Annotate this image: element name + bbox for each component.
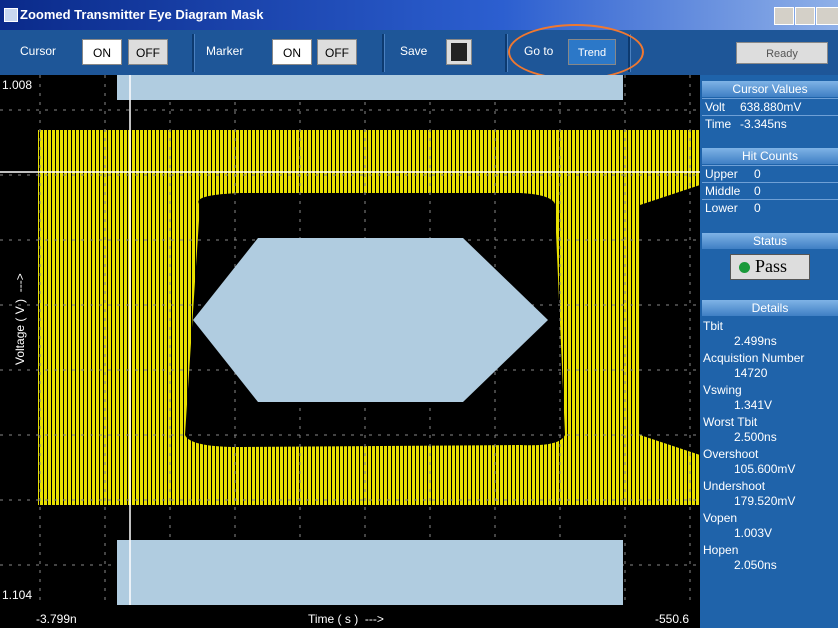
x-axis-label: Time ( s ) ---> (308, 612, 384, 626)
detail-label: Hopen (703, 543, 739, 557)
detail-value: 14720 (734, 366, 768, 380)
detail-value: 2.499ns (734, 334, 777, 348)
highlight-ellipse (508, 24, 644, 80)
status-indicator: Ready (736, 42, 828, 64)
detail-value: 1.003V (734, 526, 773, 540)
window-title: Zoomed Transmitter Eye Diagram Mask (20, 7, 264, 22)
row-value: 0 (754, 184, 761, 198)
detail-value: 1.341V (734, 398, 773, 412)
details-list: Tbit 2.499ns Acquistion Number 14720 Vswing 1… (700, 319, 838, 628)
x-left-label: -3.799n (36, 612, 77, 626)
upper-mask (117, 75, 623, 100)
count-row: Lower 0 (702, 199, 838, 216)
y-bottom-label: 1.104 (2, 588, 32, 602)
middle-mask (193, 238, 548, 402)
detail-label: Overshoot (703, 447, 759, 461)
row-value: 638.880mV (740, 100, 802, 114)
maximize-button[interactable] (795, 7, 815, 25)
marker-label: Marker (206, 44, 244, 58)
x-right-label: -550.6 (655, 612, 689, 626)
floppy-icon (451, 43, 467, 61)
row-value: 0 (754, 167, 761, 181)
toolbar: Cursor ON OFF Marker ON OFF Save Go to T… (0, 24, 838, 80)
detail-label: Worst Tbit (703, 415, 758, 429)
app-icon (4, 8, 18, 22)
separator (382, 34, 385, 72)
value-row: Time -3.345ns (702, 115, 838, 132)
detail-value: 179.520mV (734, 494, 796, 508)
minimize-button[interactable] (774, 7, 794, 25)
side-panel: Cursor Values Volt 638.880mV Time -3.345ns… (700, 75, 838, 628)
cursor-off-button[interactable]: OFF (128, 39, 168, 65)
grid (0, 75, 700, 605)
detail-value: 2.500ns (734, 430, 777, 444)
section-header: Hit Counts (702, 148, 838, 164)
detail-label: Acquistion Number (703, 351, 805, 365)
y-top-label: 1.008 (2, 78, 32, 92)
count-row: Upper 0 (702, 165, 838, 182)
pass-indicator: Pass (730, 254, 810, 280)
row-label: Time (705, 117, 732, 131)
detail-value: 105.600mV (734, 462, 796, 476)
row-value: -3.345ns (740, 117, 787, 131)
marker-off-button[interactable]: OFF (317, 39, 357, 65)
save-button[interactable] (446, 39, 472, 65)
row-label: Middle (705, 184, 741, 198)
row-value: 0 (754, 201, 761, 215)
detail-value: 2.050ns (734, 558, 777, 572)
row-label: Volt (705, 100, 726, 114)
right-region (640, 185, 700, 455)
value-row: Volt 638.880mV (702, 98, 838, 115)
axis-strip (0, 605, 700, 628)
section-header: Cursor Values (702, 81, 838, 97)
separator (505, 34, 508, 72)
count-row: Middle 0 (702, 182, 838, 199)
separator (192, 34, 195, 72)
cursor-label: Cursor (20, 44, 57, 58)
lower-mask (117, 540, 623, 605)
eye-diagram-plot: 1.008 1.104 -3.799n Time ( s ) ---> -550… (0, 75, 700, 628)
cursor-on-button[interactable]: ON (82, 39, 122, 65)
detail-label: Undershoot (703, 479, 766, 493)
marker-on-button[interactable]: ON (272, 39, 312, 65)
section-header: Status (702, 233, 838, 249)
left-region (0, 75, 38, 628)
detail-label: Vopen (703, 511, 738, 525)
y-axis-label: Voltage ( V ) ---> (13, 273, 27, 365)
row-label: Lower (705, 201, 738, 215)
pass-text: Pass (755, 256, 788, 276)
detail-label: Vswing (703, 383, 742, 397)
pass-light (739, 262, 750, 273)
close-button[interactable] (816, 7, 838, 25)
detail-label: Tbit (703, 319, 724, 333)
section-header: Details (702, 300, 838, 316)
row-label: Upper (705, 167, 738, 181)
title-bar: Zoomed Transmitter Eye Diagram Mask (0, 0, 838, 30)
save-label: Save (400, 44, 428, 58)
